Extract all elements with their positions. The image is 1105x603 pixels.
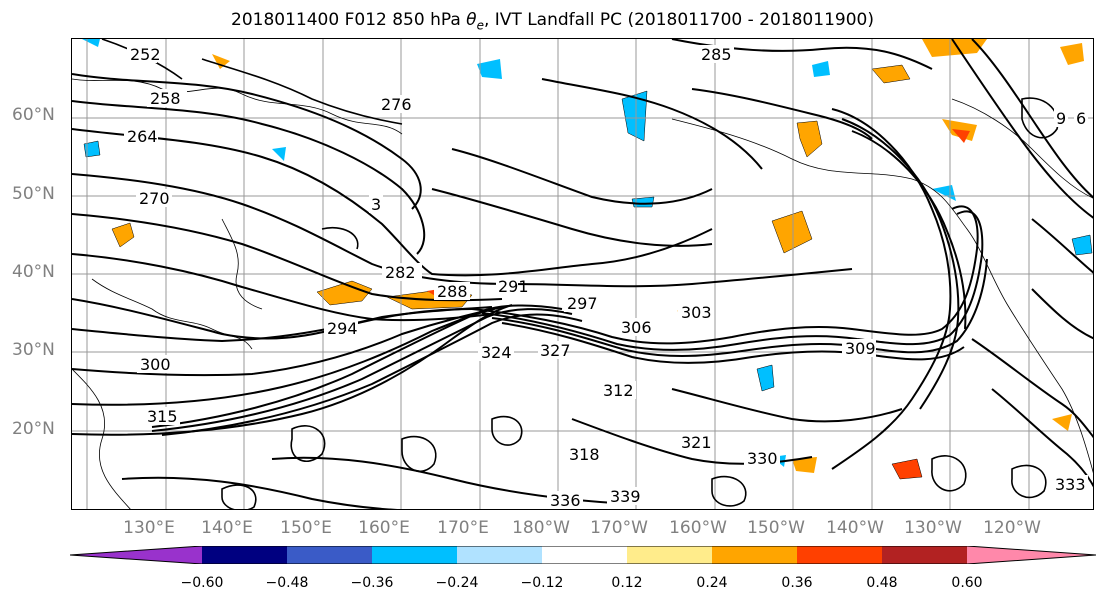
map-panel: 252 258 264 270 276 282 288 291 294 297 … [71, 38, 1094, 510]
colorbar-swatch [797, 546, 882, 564]
gridlines [72, 39, 1093, 509]
contour-label: 309 [845, 339, 876, 358]
lon-label-150w: 150°W [747, 518, 805, 538]
colorbar-swatch [372, 546, 457, 564]
contour-label: 285 [701, 45, 732, 64]
contour-label: 324 [481, 343, 512, 362]
lon-label-170e: 170°E [437, 518, 489, 538]
colorbar-swatch [627, 546, 712, 564]
contour-label: 327 [540, 341, 571, 360]
contour-label: 9 [1056, 109, 1066, 128]
lat-label-40n: 40°N [12, 262, 55, 282]
theta-e-contours [72, 39, 1093, 509]
contour-label: 300 [140, 355, 171, 374]
contour-label: 294 [327, 319, 358, 338]
colorbar-tick: −0.12 [520, 575, 564, 591]
lat-label-50n: 50°N [12, 184, 55, 204]
contour-label: 258 [150, 89, 181, 108]
contour-label: 282 [385, 263, 416, 282]
contour-label: 288 [437, 282, 468, 301]
contour-label: 264 [127, 127, 158, 146]
lon-label-140w: 140°W [826, 518, 884, 538]
contour-label: 339 [610, 487, 641, 506]
colorbar-swatch [542, 546, 627, 564]
contour-label: 330 [747, 449, 778, 468]
lon-label-140e: 140°E [201, 518, 253, 538]
contour-label: 6 [1076, 109, 1086, 128]
lon-label-180w: 180°W [512, 518, 570, 538]
contour-label: 3 [371, 195, 381, 214]
contour-labels: 252 258 264 270 276 282 288 291 294 297 … [124, 45, 1088, 510]
lon-label-150e: 150°E [280, 518, 332, 538]
lon-label-130w: 130°W [904, 518, 962, 538]
lat-label-60n: 60°N [12, 105, 55, 125]
colorbar-swatch [287, 546, 372, 564]
lon-label-160w: 160°W [669, 518, 727, 538]
lat-label-30n: 30°N [12, 340, 55, 360]
colorbar-tick: −0.24 [435, 575, 479, 591]
contour-label: 306 [621, 318, 652, 337]
colorbar-extend-right [967, 546, 1096, 564]
colorbar-swatch [882, 546, 967, 564]
contour-label: 318 [569, 445, 600, 464]
colorbar-tick: −0.36 [350, 575, 394, 591]
map-title: 2018011400 F012 850 hPa θe, IVT Landfall… [231, 10, 874, 33]
colorbar-tick: 0.12 [611, 575, 643, 591]
colorbar [70, 546, 1096, 564]
colorbar-tick: −0.48 [265, 575, 309, 591]
colorbar-swatch [457, 546, 542, 564]
colorbar-extend-left [70, 546, 202, 564]
contour-label: 321 [681, 433, 712, 452]
theta-subscript: e [476, 18, 484, 33]
contour-label: 276 [381, 95, 412, 114]
contour-label: 333 [1055, 475, 1086, 494]
theta-symbol: θ [466, 10, 477, 30]
contour-label: 252 [130, 45, 161, 64]
colorbar-tick: 0.60 [951, 575, 983, 591]
lon-label-130e: 130°E [123, 518, 175, 538]
colorbar-tick: 0.36 [781, 575, 813, 591]
lon-label-160e: 160°E [358, 518, 410, 538]
lat-label-20n: 20°N [12, 419, 55, 439]
colorbar-tick: 0.24 [696, 575, 728, 591]
contour-label: 291 [498, 277, 529, 296]
contour-label: 336 [550, 491, 581, 510]
colorbar-tick: 0.48 [866, 575, 898, 591]
map-canvas: 252 258 264 270 276 282 288 291 294 297 … [72, 39, 1093, 510]
colorbar-swatch [712, 546, 797, 564]
contour-label: 270 [139, 189, 170, 208]
contour-blobs [101, 39, 1059, 509]
colorbar-tick: −0.60 [180, 575, 224, 591]
contour-label: 297 [567, 294, 598, 313]
contour-label: 303 [681, 303, 712, 322]
colorbar-swatch [202, 546, 287, 564]
contour-label: 315 [147, 407, 178, 426]
lon-label-170w: 170°W [590, 518, 648, 538]
contour-label: 312 [603, 381, 634, 400]
lon-label-120w: 120°W [983, 518, 1041, 538]
